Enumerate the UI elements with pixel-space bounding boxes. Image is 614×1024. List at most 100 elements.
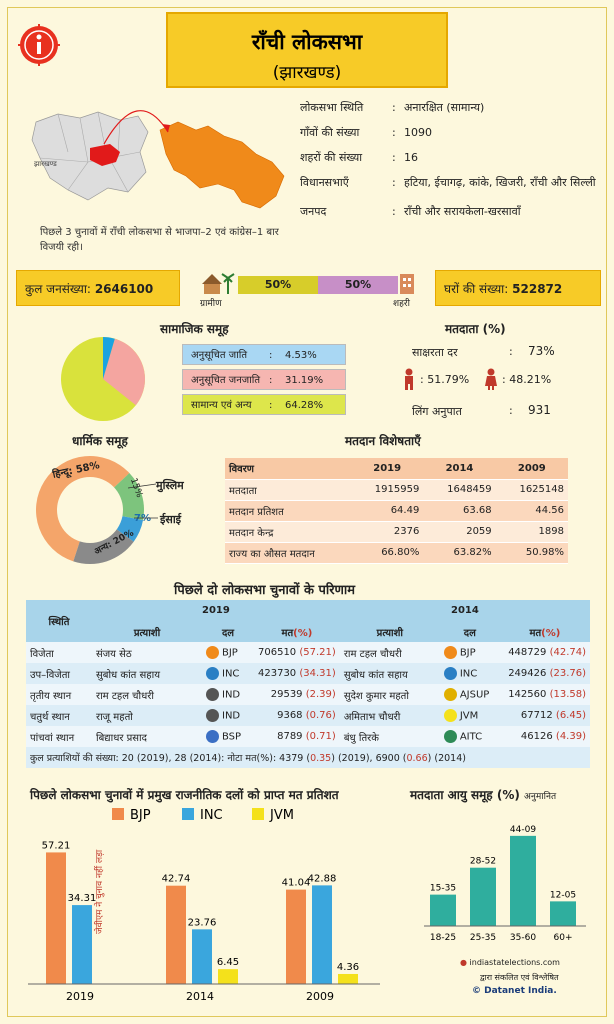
rural-bar: 50%	[238, 276, 318, 294]
urban-label: शहरी	[393, 299, 410, 309]
cand: सुबोध कांत सहाय	[339, 663, 440, 684]
fact-colon: :	[392, 126, 396, 139]
religion-donut	[36, 456, 144, 564]
male-pct: : 51.79%	[420, 373, 470, 386]
pct: (34.31)	[299, 668, 336, 679]
party-vote-chart: BJP INC JVM 57.21 34.31 2019 42.74 23.76 6.45 201…	[28, 808, 380, 1003]
bar-BJP-2009	[286, 889, 306, 984]
table-row: विजेता संजय सेठ BJP 706510 (57.21) राम टहल च…	[26, 642, 590, 663]
cell: 63.82%	[423, 542, 496, 564]
christian-pct-label: 7%	[134, 513, 151, 524]
pct: (6.45)	[555, 710, 586, 721]
votes: 249426	[508, 668, 547, 679]
votes: 142560	[508, 689, 547, 700]
page-frame	[7, 7, 607, 1017]
party-icon	[443, 688, 457, 701]
polling-title: मतदान विशेषताएँ	[345, 434, 421, 448]
credits-brand: © Datanet India.	[472, 986, 557, 996]
party-icon	[443, 709, 457, 722]
party: BJP	[459, 647, 476, 659]
bar-BJP-2019	[46, 852, 66, 984]
bar-INC-2014	[192, 929, 212, 984]
legend-label-INC: INC	[200, 808, 223, 823]
fact-colon: :	[392, 151, 396, 164]
age-x-tick-35-60: 35-60	[510, 933, 536, 943]
fact-value: 1090	[404, 126, 432, 139]
votes: 9368	[277, 710, 303, 721]
pos: उप–विजेता	[26, 663, 92, 684]
population-value: 2646100	[94, 282, 154, 296]
credits-line2: द्वारा संकलित एवं विश्लेषित	[480, 973, 559, 982]
age-subtitle: अनुमानित	[524, 792, 557, 802]
table-row: उप–विजेता सुबोध कांत सहाय INC 423730 (34.31…	[26, 663, 590, 684]
social-pct: 31.19%	[285, 375, 324, 386]
social-colon: :	[269, 400, 273, 411]
party: INC	[459, 668, 478, 680]
fact-row: जनपद: राँची और सरायकेला-खरसावाँ	[300, 204, 605, 219]
pct: (0.71)	[305, 731, 336, 742]
table-footer: कुल प्रत्याशियों की संख्या: 20 (2019), 2…	[26, 747, 590, 768]
party-icon	[206, 730, 219, 743]
jvm-annotation: जेवीएम ने चुनाव नहीं लड़ा	[93, 849, 105, 934]
footer-b: : 4379 (	[272, 753, 311, 764]
year-2014-header: 2014	[339, 600, 590, 621]
year-2019-header: 2019	[92, 600, 340, 621]
fact-colon: :	[392, 176, 396, 189]
party-header: दल	[439, 621, 500, 642]
bar-label-INC-2009: 42.88	[308, 873, 337, 884]
party: JVM	[459, 710, 479, 722]
votes-header: मत	[529, 627, 542, 639]
fact-value: हटिया, ईचागढ़, कांके, खिजरी, राँची और सि…	[404, 176, 596, 189]
fact-row: विधानसभाएँ: हटिया, ईचागढ़, कांके, खिजरी, …	[300, 175, 605, 190]
cell: मतदाता	[225, 479, 351, 501]
table-row: तृतीय स्थान राम टहल चौधरी IND 29539 (2.39) स…	[26, 684, 590, 705]
cand: बंधु तिरके	[339, 726, 440, 747]
households-box: घरों की संख्या: 522872	[435, 270, 601, 306]
cell: 2014	[423, 458, 496, 480]
bar-INC-2019	[72, 905, 92, 984]
party-icon	[206, 688, 219, 701]
age-bar-label-25-35: 28-52	[470, 857, 496, 867]
age-x-tick-25-35: 25-35	[470, 933, 496, 943]
cell: 2009	[495, 458, 568, 480]
fact-key: लोकसभा स्थिति	[300, 101, 364, 114]
village-icon	[202, 273, 235, 294]
table-header: स्थिति 2019 2014	[26, 600, 590, 642]
social-pct: 64.28%	[285, 400, 324, 411]
age-bar-label-60+: 12-05	[550, 890, 576, 900]
age-bar-label-18-25: 15-35	[430, 884, 456, 894]
state-map	[31, 110, 285, 209]
results-table: स्थिति 2019 2014 प्रत्याशी दल मत(%) प्रत…	[26, 600, 590, 768]
status-header: स्थिति	[26, 600, 92, 642]
pointer-lines	[128, 483, 158, 519]
social-name: अनुसूचित जनजाति	[191, 375, 261, 386]
social-row: सामान्य एवं अन्य: 64.28%	[182, 394, 346, 415]
summary-note: पिछले 3 चुनावों में राँची लोकसभा से भाजप…	[40, 227, 279, 253]
footer-a: कुल प्रत्याशियों की संख्या: 20 (2019), 2…	[30, 753, 273, 764]
age-x-tick-60+: 60+	[554, 933, 573, 943]
cell: राज्य का औसत मतदान	[225, 542, 351, 564]
party-chart-title: पिछले लोकसभा चुनावों में प्रमुख राजनीतिक…	[30, 788, 339, 802]
pct: (57.21)	[299, 647, 336, 658]
age-title-text: मतदाता आयु समूह (%)	[410, 788, 520, 802]
male-icon	[405, 368, 413, 390]
table-row: पांचवां स्थान बिद्याधर प्रसाद BSP 8789 (0.7…	[26, 726, 590, 747]
votes: 67712	[520, 710, 553, 721]
table-row: विवरण 2019 2014 2009	[225, 458, 568, 480]
info-icon	[18, 24, 60, 66]
cand: राम टहल चौधरी	[92, 684, 202, 705]
pie-slice-sc	[103, 337, 115, 379]
cell: 1648459	[423, 479, 496, 501]
social-colon: :	[269, 350, 273, 361]
legend-label-BJP: BJP	[130, 808, 151, 823]
social-title: सामाजिक समूह	[160, 322, 229, 336]
cell: 44.56	[495, 500, 568, 522]
pct: (0.76)	[305, 710, 336, 721]
pct: (23.76)	[549, 668, 586, 679]
cand: अमिताभ चौधरी	[339, 705, 440, 726]
footer-e: 0.66	[406, 753, 428, 764]
social-row: अनुसूचित जाति: 4.53%	[182, 344, 346, 365]
bar-label-JVM-2009: 4.36	[337, 962, 359, 973]
social-name: अनुसूचित जाति	[191, 350, 248, 361]
pie-slice-st	[103, 338, 145, 406]
